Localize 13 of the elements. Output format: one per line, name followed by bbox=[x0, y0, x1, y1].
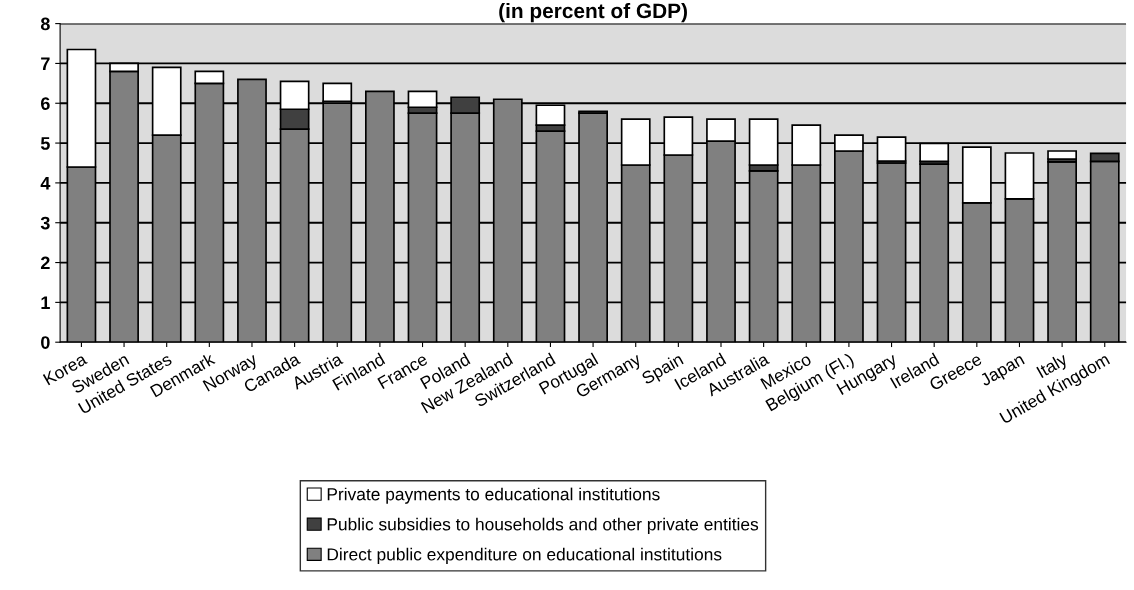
y-tick-label: 7 bbox=[41, 57, 50, 70]
legend-label: Private payments to educational institutions bbox=[327, 487, 660, 504]
y-tick-label: 4 bbox=[40, 177, 51, 190]
legend-label: Public subsidies to households and other private entities bbox=[327, 517, 759, 534]
y-tick-label: 2 bbox=[40, 256, 50, 270]
y-tick-label: 1 bbox=[41, 296, 50, 309]
y-tick-label: 6 bbox=[41, 97, 50, 110]
y-tick-label: 3 bbox=[40, 216, 50, 230]
y-tick-label: 0 bbox=[41, 336, 50, 349]
legend-label: Direct public expenditure on educational institutions bbox=[327, 547, 722, 564]
y-tick-label: 8 bbox=[40, 17, 50, 31]
chart-title: (in percent of GDP) bbox=[499, 2, 687, 23]
y-tick-label: 5 bbox=[40, 137, 50, 150]
